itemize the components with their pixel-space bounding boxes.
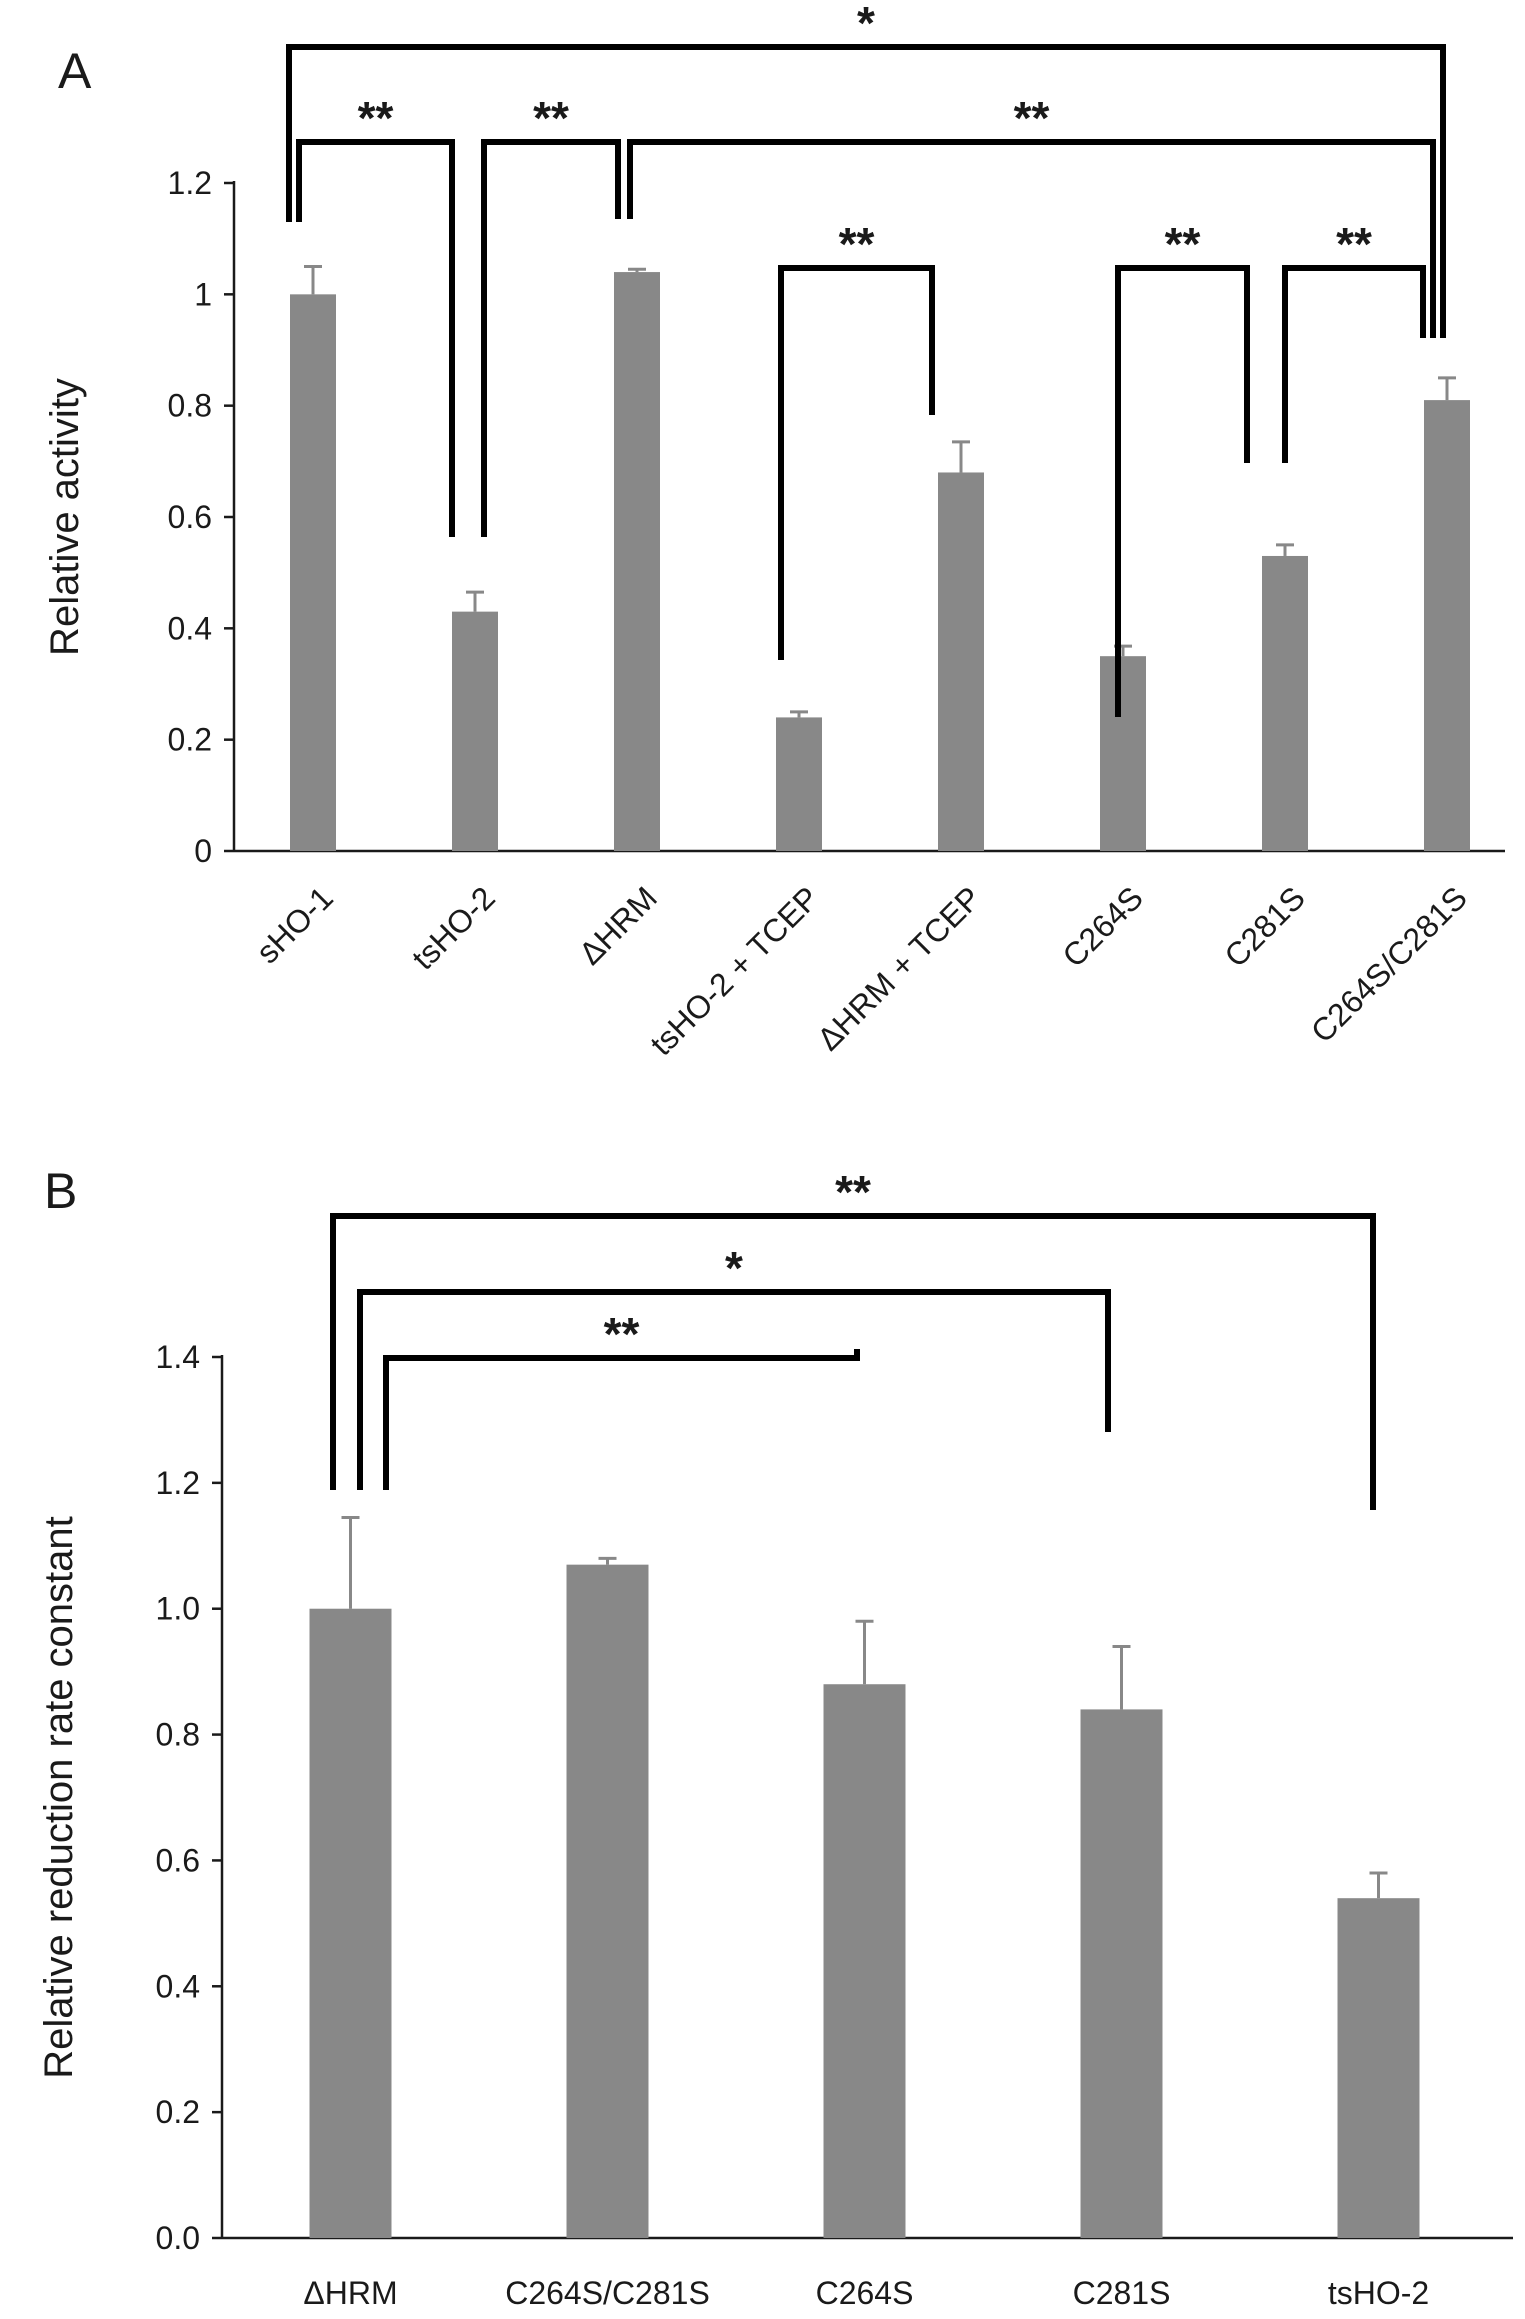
y-tick-label: 0.6: [156, 1842, 200, 1878]
category-label-c264s-c281s: C264S/C281S: [505, 2275, 710, 2311]
y-tick-label: 0.4: [168, 610, 212, 646]
bar-hrm: [309, 1608, 392, 2238]
panel-a-letter: A: [58, 43, 92, 99]
panel-a-significance-brackets: *** ** **** ** **: [286, 0, 1446, 717]
bar-hrm: [614, 272, 660, 852]
significance-bracket-7: [1282, 265, 1426, 463]
significance-label-3: **: [604, 1308, 640, 1360]
category-label-c264s: C264S: [816, 2275, 914, 2311]
category-label-c281s: C281S: [1217, 879, 1312, 974]
category-label-tsho-2: tsHO-2: [1328, 2275, 1429, 2311]
category-label-tsho-2: tsHO-2: [405, 879, 502, 976]
y-tick-label: 0.2: [168, 722, 212, 758]
panel-a-axes: [232, 181, 1505, 853]
significance-bracket-5: [778, 265, 935, 660]
y-tick-label: 1.2: [168, 165, 212, 201]
category-label-hrm-tcep: ΔHRM + TCEP: [810, 879, 988, 1057]
significance-label-5: **: [839, 218, 875, 270]
significance-bracket-3: [383, 1349, 860, 1490]
significance-bracket-2: [296, 139, 455, 537]
significance-label-7: **: [1336, 218, 1372, 270]
category-label-hrm: ΔHRM: [303, 2275, 397, 2311]
panel-b: B Relative reduction rate constant 0.00.…: [37, 1163, 1513, 2311]
significance-bracket-1: [330, 1213, 1376, 1510]
bar-c281s: [1262, 555, 1308, 851]
y-tick-label: 0.0: [156, 2220, 200, 2256]
bar-hrm-tcep: [938, 472, 984, 851]
significance-bracket-4: [627, 139, 1436, 338]
category-label-hrm: ΔHRM: [572, 879, 664, 971]
significance-label-2: *: [725, 1242, 743, 1294]
y-tick-label: 0.4: [156, 1968, 200, 2004]
panel-a-y-axis-label: Relative activity: [43, 378, 87, 656]
panel-a-bars: [290, 272, 1470, 852]
category-label-tsho-2-tcep: tsHO-2 + TCEP: [643, 879, 826, 1062]
significance-label-1: *: [857, 0, 875, 49]
panel-a: A Relative activity 0 0.2 0.4 0.6 0.8 1 1.2 sH…: [43, 0, 1505, 1062]
y-tick-label: 1.4: [156, 1339, 200, 1375]
significance-bracket-1: [286, 44, 1446, 338]
panel-b-letter: B: [44, 1163, 77, 1219]
significance-bracket-6: [1115, 265, 1250, 717]
significance-label-4: **: [1014, 92, 1050, 144]
bar-c264s-c281s: [1424, 400, 1470, 851]
y-tick-label: 0: [194, 833, 212, 869]
y-tick-label: 1: [194, 276, 212, 312]
y-tick-label: 0.8: [168, 388, 212, 424]
bar-c264s-c281s: [566, 1564, 649, 2238]
bar-tsho-2: [1337, 1898, 1420, 2238]
panel-a-y-ticks: 0 0.2 0.4 0.6 0.8 1 1.2: [168, 165, 234, 869]
bar-c264s: [823, 1684, 906, 2238]
panel-a-error-bars: [304, 265, 1456, 718]
significance-label-2: **: [358, 92, 394, 144]
significance-label-1: **: [835, 1166, 871, 1218]
category-label-c281s: C281S: [1073, 2275, 1171, 2311]
category-label-c264s-c281s: C264S/C281S: [1304, 879, 1474, 1049]
significance-bracket-2: [357, 1289, 1111, 1490]
panel-b-y-axis-label: Relative reduction rate constant: [37, 1516, 81, 2079]
category-label-c264s: C264S: [1055, 879, 1150, 974]
y-tick-label: 0.6: [168, 499, 212, 535]
y-tick-label: 1.0: [156, 1591, 200, 1627]
panel-b-bars: [309, 1564, 1420, 2238]
y-tick-label: 0.8: [156, 1717, 200, 1753]
category-label-sho-1: sHO-1: [249, 879, 340, 970]
significance-label-6: **: [1165, 218, 1201, 270]
y-tick-label: 0.2: [156, 2094, 200, 2130]
bar-tsho-2: [452, 611, 498, 851]
panel-b-error-bars: [341, 1515, 1388, 1899]
panel-b-category-labels: ΔHRM C264S/C281S C264S C281S tsHO-2: [303, 2275, 1429, 2311]
panel-b-significance-brackets: *****: [330, 1166, 1376, 1510]
significance-bracket-3: [481, 139, 621, 537]
significance-label-3: **: [533, 92, 569, 144]
y-tick-label: 1.2: [156, 1465, 200, 1501]
bar-c264s: [1100, 656, 1146, 851]
panel-b-y-ticks: 0.0 0.2 0.4 0.6 0.8 1.0 1.2 1.4: [156, 1339, 222, 2256]
bar-tsho-2-tcep: [776, 717, 822, 851]
bar-c281s: [1080, 1709, 1163, 2238]
bar-sho-1: [290, 294, 336, 851]
